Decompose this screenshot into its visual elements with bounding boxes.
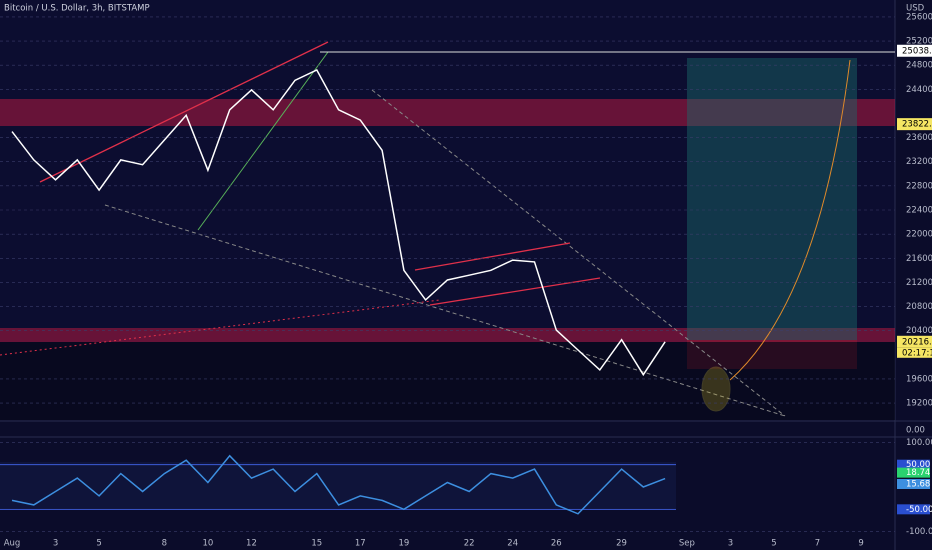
price-label-box — [897, 118, 932, 131]
band-label-box — [897, 504, 930, 515]
band-label-box — [897, 459, 930, 470]
price-label-box — [897, 44, 932, 57]
band-label: 50.00 — [906, 460, 930, 470]
x-tick-label: 12 — [246, 539, 257, 549]
trend-line — [371, 89, 786, 417]
x-tick-label: 22 — [464, 539, 475, 549]
price-label-box — [897, 335, 932, 348]
price-label: 20216.00 — [902, 337, 932, 347]
x-tick-label: 7 — [815, 539, 820, 549]
y-tick-label: 100.00 — [906, 438, 932, 448]
band-label: -50.00 — [906, 505, 932, 515]
trend-line — [197, 51, 329, 231]
last-label: 15.68 — [906, 480, 930, 490]
x-tick-label: 3 — [728, 539, 733, 549]
y-tick-label: 0.00 — [906, 426, 925, 436]
trend-line — [0, 299, 441, 356]
x-tick-label: 19 — [398, 539, 409, 549]
trend-line — [39, 41, 329, 183]
y-tick-label: 22800.00 — [906, 181, 932, 191]
chart-title: Bitcoin / U.S. Dollar, 3h, BITSTAMP — [4, 4, 150, 14]
y-tick-label: 19200.00 — [906, 399, 932, 409]
channel-line — [414, 242, 571, 271]
y-tick-label: 22000.00 — [906, 230, 932, 240]
currency: USD — [906, 4, 925, 14]
x-tick-label: 5 — [771, 539, 776, 549]
countdown: 02:17:17 — [902, 348, 932, 358]
x-tick-label: 9 — [858, 539, 863, 549]
x-tick-label: 8 — [162, 539, 167, 549]
y-tick-label: 20400.00 — [906, 326, 932, 336]
resistance-zone — [0, 328, 895, 342]
x-tick-label: Sep — [679, 539, 695, 549]
y-tick-label: -100.00 — [906, 527, 932, 537]
x-tick-label: Aug — [4, 539, 21, 549]
price-line — [11, 69, 666, 377]
y-tick-label: 25600.00 — [906, 12, 932, 22]
x-tick-label: 10 — [203, 539, 214, 549]
x-tick-label: 29 — [616, 539, 627, 549]
x-tick-label: 5 — [96, 539, 101, 549]
last-label-box — [897, 467, 930, 478]
dark-zone — [0, 342, 895, 420]
y-tick-label: 23200.00 — [906, 157, 932, 167]
x-tick-label: 24 — [507, 539, 518, 549]
x-tick-label: 17 — [355, 539, 366, 549]
x-tick-label: 3 — [53, 539, 58, 549]
resistance-zone — [0, 99, 895, 126]
target-box — [687, 58, 857, 340]
price-label: 25038.90 — [902, 46, 932, 56]
last-label: 18.74 — [906, 468, 930, 478]
projection-arrow — [729, 59, 851, 381]
y-tick-label: 25200.00 — [906, 37, 932, 47]
y-tick-label: 20800.00 — [906, 302, 932, 312]
price-line — [11, 454, 666, 515]
price-label: 23822.69 — [902, 120, 932, 130]
y-tick-label: 23600.00 — [906, 133, 932, 143]
y-tick-label: 22400.00 — [906, 206, 932, 216]
y-tick-label: 24400.00 — [906, 85, 932, 95]
y-tick-label: 24800.00 — [906, 61, 932, 71]
osc-band — [0, 462, 676, 508]
target-circle — [701, 366, 731, 412]
x-tick-label: 15 — [311, 539, 322, 549]
y-tick-label: 21600.00 — [906, 254, 932, 264]
y-tick-label: 21200.00 — [906, 278, 932, 288]
y-tick-label: 19600.00 — [906, 374, 932, 384]
x-tick-label: 26 — [551, 539, 562, 549]
last-label-box — [897, 479, 930, 489]
countdown-box — [897, 347, 932, 358]
